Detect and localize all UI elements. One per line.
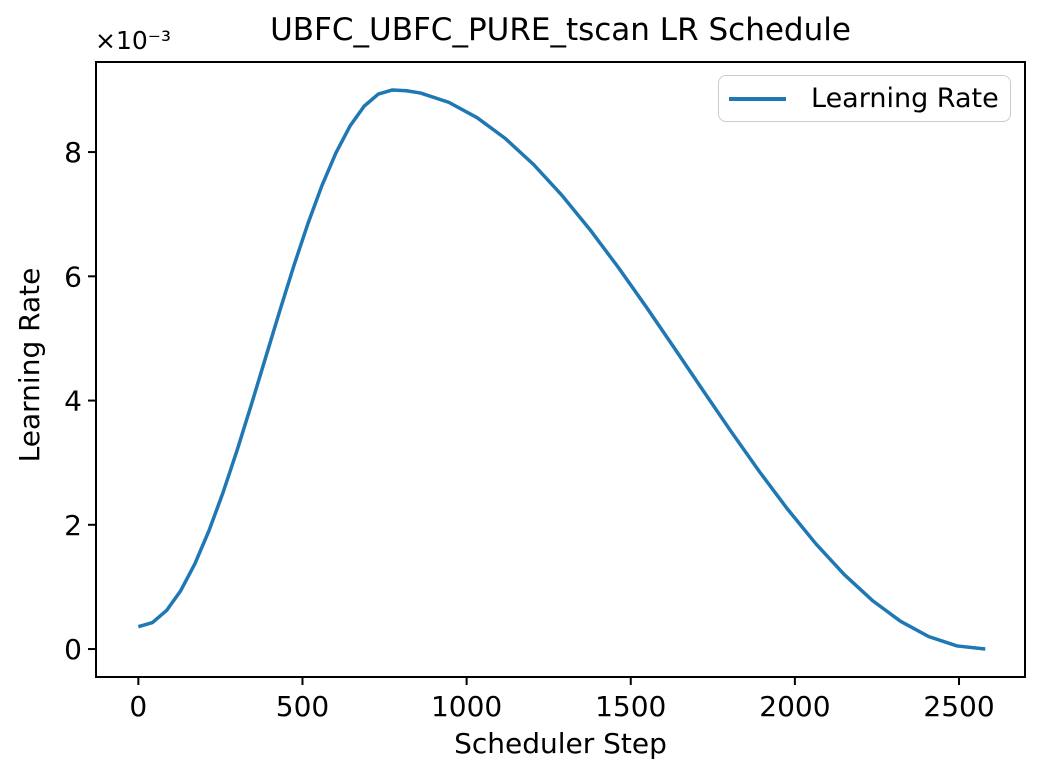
x-tick-label: 2000 <box>759 690 830 723</box>
x-tick-label: 0 <box>129 690 147 723</box>
y-tick-label: 6 <box>64 260 82 293</box>
y-axis-offset-text: ×10⁻³ <box>95 26 171 55</box>
x-tick-label: 1000 <box>431 690 502 723</box>
x-axis-label: Scheduler Step <box>454 727 667 760</box>
x-tick-label: 1500 <box>595 690 666 723</box>
learning-rate-curve <box>137 88 986 651</box>
legend-entry-label: Learning Rate <box>811 83 999 114</box>
y-tick-label: 8 <box>64 136 82 169</box>
x-tick-label: 500 <box>276 690 329 723</box>
y-axis-label: Learning Rate <box>13 267 46 463</box>
y-tick-label: 2 <box>64 509 82 542</box>
y-tick-label: 4 <box>64 385 82 418</box>
plot-frame <box>95 61 1026 678</box>
chart-title: UBFC_UBFC_PURE_tscan LR Schedule <box>270 12 851 48</box>
legend-line-sample <box>729 96 786 101</box>
x-tick-label: 2500 <box>923 690 994 723</box>
y-tick-label: 0 <box>64 633 82 666</box>
legend: Learning Rate <box>718 75 1011 122</box>
